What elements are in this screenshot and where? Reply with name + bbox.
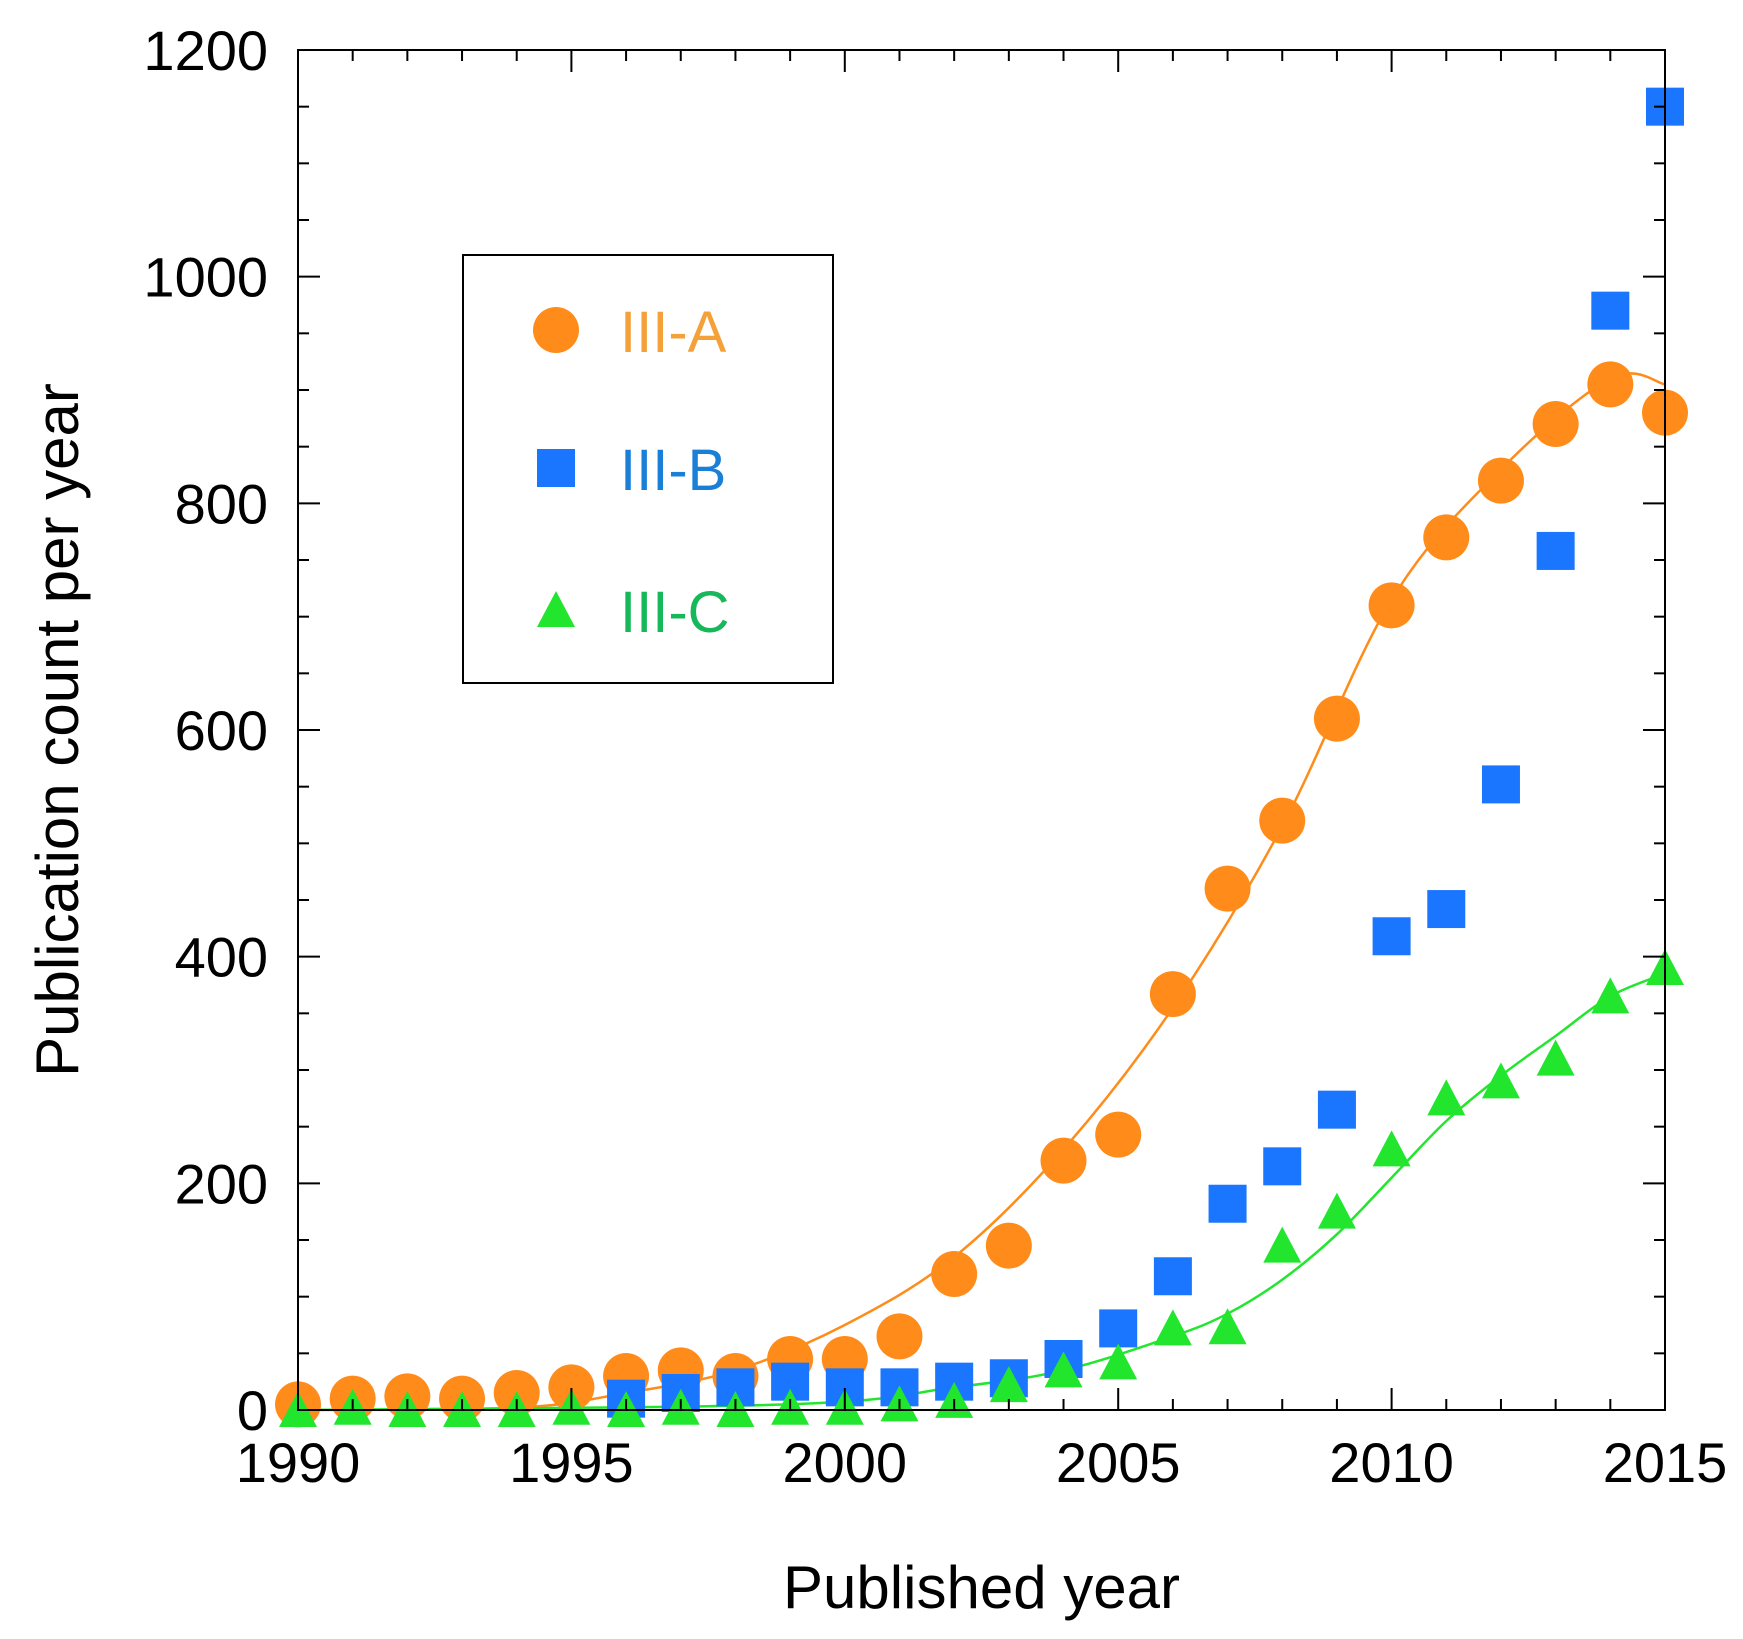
data-point-iii-c (1044, 1351, 1083, 1388)
data-point-iii-c (1591, 977, 1630, 1014)
x-tick-label: 2005 (1056, 1431, 1181, 1494)
y-tick-label: 0 (237, 1379, 268, 1442)
data-point-iii-b (1372, 917, 1411, 956)
data-point-iii-a (1040, 1137, 1087, 1184)
x-tick-label: 2015 (1603, 1431, 1728, 1494)
data-point-iii-b (1536, 531, 1575, 570)
y-axis-title: Publication count per year (24, 383, 91, 1077)
data-point-iii-a (876, 1313, 923, 1360)
fit-curve-iii-c (297, 972, 1666, 1412)
data-point-iii-a (1587, 361, 1634, 408)
legend-label-iii-a: III-A (620, 300, 727, 365)
data-point-iii-b (1317, 1090, 1356, 1129)
data-point-iii-c (1481, 1062, 1520, 1099)
legend: III-A III-B III-C (462, 254, 834, 684)
data-point-iii-c (1536, 1039, 1575, 1076)
data-point-iii-c (1427, 1079, 1466, 1116)
axis-ticks (297, 49, 1666, 1411)
data-point-iii-c (1317, 1192, 1356, 1229)
data-point-iii-a (1149, 971, 1196, 1018)
x-tick-label: 1995 (509, 1431, 634, 1494)
data-point-iii-b (1591, 291, 1630, 330)
tick-labels: 1990 1995 2000 2005 2010 2015 0 200 400 600 800 100… (143, 19, 1727, 1494)
data-point-iii-c (1263, 1226, 1302, 1263)
y-tick-label: 600 (175, 699, 268, 762)
data-point-iii-a (548, 1364, 595, 1411)
data-point-iii-a (1532, 401, 1579, 447)
data-point-iii-a (1204, 865, 1251, 912)
x-tick-label: 2000 (783, 1431, 908, 1494)
x-tick-label: 2010 (1329, 1431, 1454, 1494)
y-tick-label: 400 (175, 926, 268, 989)
data-point-iii-a (985, 1222, 1032, 1269)
data-point-iii-a (931, 1251, 978, 1297)
data-point-iii-c (1153, 1309, 1192, 1346)
x-axis-title: Published year (783, 1554, 1180, 1621)
y-tick-label: 800 (175, 472, 268, 535)
data-point-iii-b (1099, 1309, 1138, 1348)
legend-box (462, 254, 834, 684)
data-point-iii-b (1427, 890, 1466, 929)
data-point-iii-b (1208, 1184, 1247, 1223)
data-point-iii-a (1477, 457, 1524, 504)
data-point-iii-b (1481, 765, 1520, 804)
data-point-iii-b (1153, 1257, 1192, 1296)
data-point-iii-c (1208, 1308, 1247, 1345)
y-tick-label: 200 (175, 1152, 268, 1215)
legend-label-iii-c: III-C (620, 580, 730, 645)
x-tick-label: 1990 (236, 1431, 361, 1494)
data-point-iii-c (1372, 1130, 1411, 1167)
data-point-iii-a (1368, 582, 1415, 629)
legend-label-iii-b: III-B (620, 438, 726, 503)
y-tick-label: 1200 (143, 19, 268, 82)
data-point-iii-a (1423, 514, 1470, 561)
data-point-iii-c (1099, 1343, 1138, 1380)
data-point-iii-a (1259, 797, 1306, 844)
data-point-iii-c (989, 1366, 1028, 1403)
legend-marker-iii-c (537, 591, 575, 627)
data-point-iii-a (1095, 1111, 1142, 1158)
data-point-iii-b (1263, 1147, 1302, 1186)
data-point-iii-a (1313, 695, 1360, 742)
y-tick-label: 1000 (143, 246, 268, 309)
legend-marker-iii-b (537, 449, 575, 487)
legend-marker-iii-a (533, 307, 579, 353)
